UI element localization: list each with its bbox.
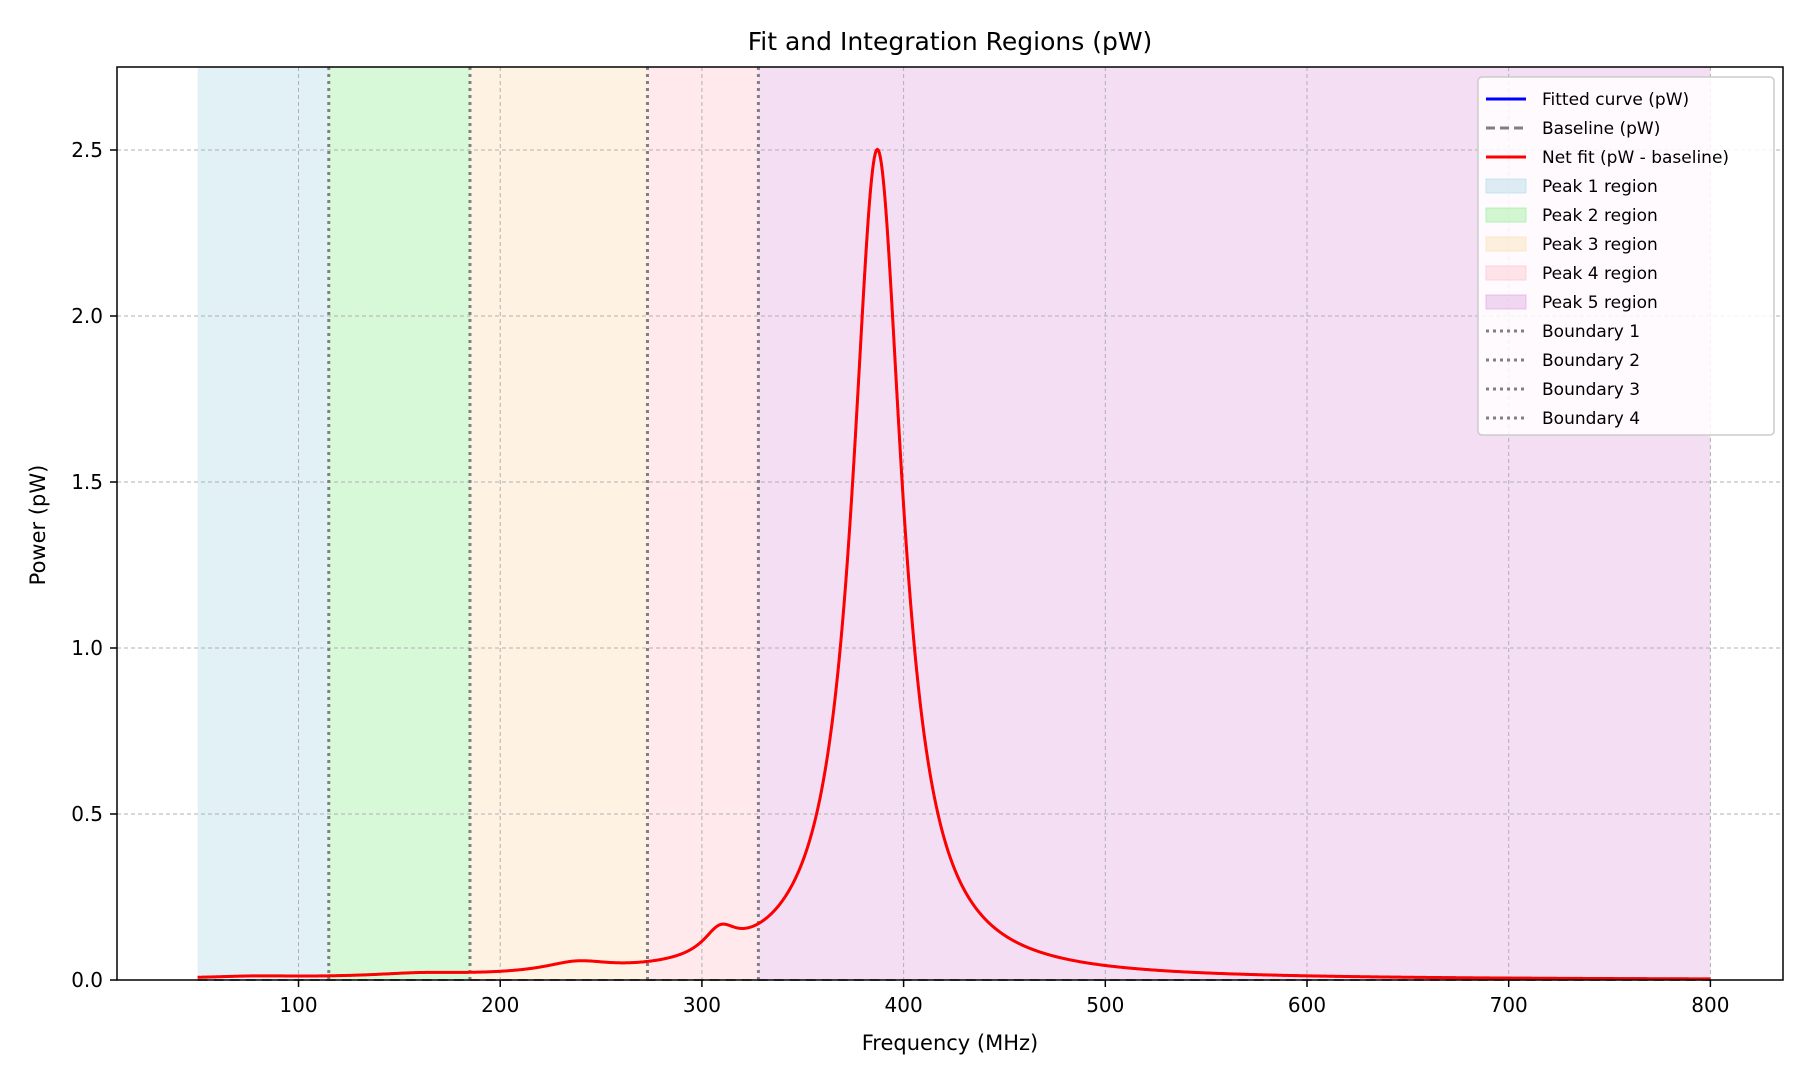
x-tick-label: 600 <box>1288 993 1326 1017</box>
y-axis-label: Power (pW) <box>26 465 50 586</box>
x-tick-label: 400 <box>885 993 923 1017</box>
legend-swatch-region <box>1485 294 1527 310</box>
y-tick-label: 0.0 <box>71 968 103 992</box>
x-tick-label: 300 <box>683 993 721 1017</box>
plot-area <box>117 67 1783 981</box>
y-tick-label: 2.0 <box>71 304 103 328</box>
y-tick-label: 1.0 <box>71 636 103 660</box>
series-net-fit <box>197 147 1711 981</box>
y-tick-label: 0.5 <box>71 802 103 826</box>
y-axis: 0.0 0.5 1.0 1.5 2.0 2.5 <box>71 138 117 992</box>
legend-box <box>1477 76 1775 436</box>
y-tick-label: 2.5 <box>71 138 103 162</box>
legend-label: Boundary 3 <box>1542 380 1640 400</box>
legend-label: Peak 2 region <box>1542 206 1658 226</box>
chart-title: Fit and Integration Regions (pW) <box>748 27 1153 56</box>
x-tick-label: 100 <box>279 993 317 1017</box>
legend: Fitted curve (pW) Baseline (pW) Net fit (p… <box>1477 76 1775 436</box>
region-peak-4 <box>647 67 759 980</box>
legend-label: Boundary 2 <box>1542 351 1640 371</box>
legend-swatch-region <box>1485 207 1527 223</box>
legend-label: Boundary 1 <box>1542 322 1640 342</box>
axes-frame <box>116 66 1784 981</box>
y-tick-label: 1.5 <box>71 470 103 494</box>
x-tick-label: 200 <box>481 993 519 1017</box>
legend-label: Boundary 4 <box>1542 409 1640 429</box>
legend-label: Fitted curve (pW) <box>1542 90 1689 110</box>
x-axis-label: Frequency (MHz) <box>862 1031 1038 1055</box>
region-peak-1 <box>197 67 329 980</box>
x-tick-label: 700 <box>1490 993 1528 1017</box>
legend-label: Peak 5 region <box>1542 293 1658 313</box>
x-axis: 100 200 300 400 500 600 700 800 <box>279 980 1729 1017</box>
x-tick-label: 800 <box>1691 993 1729 1017</box>
x-tick-label: 500 <box>1086 993 1124 1017</box>
boundary-layer <box>327 67 760 980</box>
legend-swatch-region <box>1485 236 1527 252</box>
legend-label: Peak 1 region <box>1542 177 1658 197</box>
legend-swatch-region <box>1485 178 1527 194</box>
region-layer <box>197 67 1711 980</box>
legend-label: Peak 3 region <box>1542 235 1658 255</box>
legend-label: Baseline (pW) <box>1542 119 1660 139</box>
legend-label: Net fit (pW - baseline) <box>1542 148 1729 168</box>
legend-swatch-region <box>1485 265 1527 281</box>
region-peak-3 <box>469 67 648 980</box>
region-peak-2 <box>328 67 470 980</box>
legend-label: Peak 4 region <box>1542 264 1658 284</box>
